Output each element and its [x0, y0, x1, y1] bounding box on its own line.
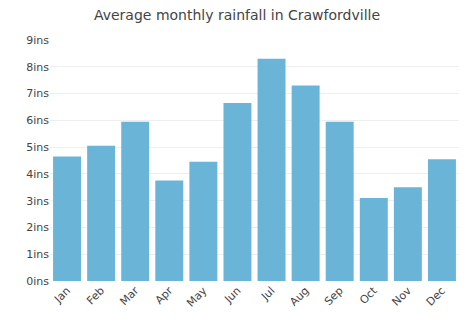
svg-text:May: May	[184, 284, 210, 310]
svg-text:1ins: 1ins	[26, 248, 49, 261]
svg-text:Average monthly rainfall in Cr: Average monthly rainfall in Crawfordvill…	[94, 7, 380, 23]
svg-text:2ins: 2ins	[26, 221, 49, 234]
svg-text:Nov: Nov	[390, 284, 415, 309]
svg-text:6ins: 6ins	[26, 114, 49, 127]
svg-text:5ins: 5ins	[26, 141, 49, 154]
svg-text:7ins: 7ins	[26, 87, 49, 100]
svg-text:8ins: 8ins	[26, 61, 49, 74]
svg-text:Feb: Feb	[84, 284, 107, 307]
svg-text:Jul: Jul	[258, 284, 277, 303]
svg-text:Dec: Dec	[424, 284, 448, 308]
svg-text:Oct: Oct	[357, 284, 380, 307]
svg-text:0ins: 0ins	[26, 275, 49, 288]
svg-text:Jun: Jun	[221, 284, 243, 306]
svg-text:9ins: 9ins	[26, 34, 49, 47]
svg-text:3ins: 3ins	[26, 195, 49, 208]
svg-text:4ins: 4ins	[26, 168, 49, 181]
svg-text:Mar: Mar	[117, 284, 141, 308]
svg-text:Aug: Aug	[287, 284, 311, 308]
svg-text:Jan: Jan	[51, 284, 73, 306]
svg-text:Apr: Apr	[153, 284, 176, 307]
svg-text:Sep: Sep	[322, 284, 346, 308]
